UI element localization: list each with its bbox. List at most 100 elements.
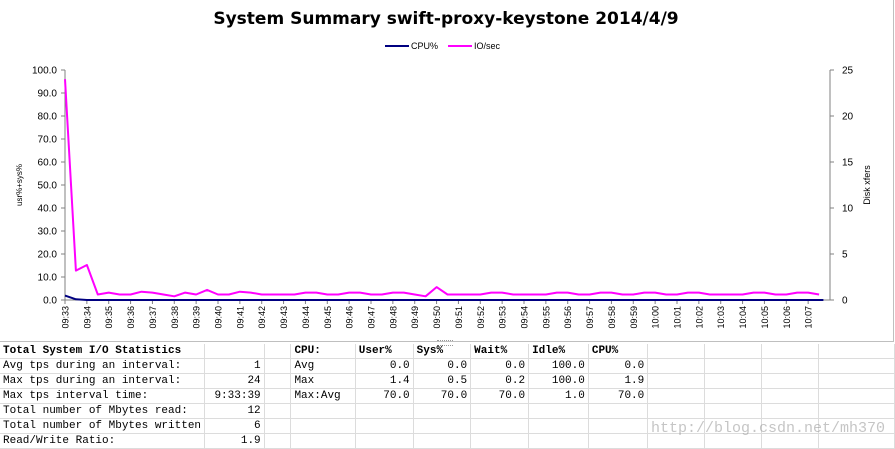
y-tick-label-left: 60.0 <box>38 158 58 169</box>
x-tick-label: 09:42 <box>257 306 267 329</box>
cpu-cell: 0.0 <box>355 358 414 374</box>
stat-label: Avg tps during an interval: <box>0 358 206 374</box>
x-tick-label: 09:48 <box>388 306 398 329</box>
x-tick-label: 09:35 <box>104 306 114 329</box>
x-tick-label: 09:39 <box>192 306 202 329</box>
cpu-cell: 70.0 <box>470 388 530 404</box>
x-tick-label: 09:58 <box>607 306 617 329</box>
stats-row: Read/Write Ratio: 1.9 <box>0 433 895 449</box>
x-tick-label: 09:49 <box>410 306 420 329</box>
y-tick-label-left: 20.0 <box>38 250 58 261</box>
x-tick-label: 09:46 <box>345 306 355 329</box>
cpu-header-sys: Sys% <box>413 344 472 359</box>
cpu-header-cpu: CPU% <box>588 344 649 359</box>
x-tick-label: 09:45 <box>323 306 333 329</box>
y-tick-label-right: 5 <box>842 250 848 261</box>
x-tick-label: 10:03 <box>716 306 726 329</box>
stats-row: Total number of Mbytes read: 12 <box>0 403 895 419</box>
y-tick-label-left: 40.0 <box>38 204 58 215</box>
cpu-cell: 0.5 <box>413 373 472 389</box>
cpu-row-label: Max <box>290 373 356 389</box>
x-tick-label: 09:33 <box>61 306 71 329</box>
cpu-header-user: User% <box>355 344 414 359</box>
x-tick-label: 09:52 <box>476 306 486 329</box>
chart-area: System Summary swift-proxy-keystone 2014… <box>0 0 894 342</box>
y-tick-label-left: 0.0 <box>43 296 57 307</box>
y-tick-label-left: 10.0 <box>38 273 58 284</box>
y-axis-title-right: Disk xfers <box>862 165 872 205</box>
x-tick-label: 09:55 <box>541 306 551 329</box>
x-tick-label: 09:40 <box>214 306 224 329</box>
cpu-cell: 0.0 <box>470 358 530 374</box>
x-tick-label: 09:51 <box>454 306 464 329</box>
cpu-cell: 70.0 <box>413 388 472 404</box>
x-tick-label: 10:00 <box>651 306 661 329</box>
y-tick-label-left: 100.0 <box>32 66 57 77</box>
legend-label-0: CPU% <box>411 41 438 51</box>
stat-label: Total number of Mbytes read: <box>0 403 206 419</box>
stat-label: Max tps during an interval: <box>0 373 206 389</box>
stat-value: 12 <box>204 403 265 419</box>
cpu-row-label: Avg <box>290 358 356 374</box>
y-tick-label-left: 70.0 <box>38 135 58 146</box>
x-tick-label: 10:04 <box>738 306 748 329</box>
stats-row: Max tps interval time: 9:33:39 Max:Avg 7… <box>0 388 895 404</box>
cpu-row-label: Max:Avg <box>290 388 356 404</box>
y-tick-label-right: 10 <box>842 204 854 215</box>
y-tick-label-left: 80.0 <box>38 112 58 123</box>
stat-value: 24 <box>204 373 265 389</box>
x-tick-label: 09:34 <box>82 306 92 329</box>
chart-title: System Summary swift-proxy-keystone 2014… <box>213 9 678 29</box>
watermark: http://blog.csdn.net/mh370 <box>650 420 885 437</box>
stats-row: Total number of Mbytes written 6 <box>0 418 895 434</box>
x-tick-label: 09:57 <box>585 306 595 329</box>
cpu-cell: 0.0 <box>413 358 472 374</box>
stats-row: Max tps during an interval: 24 Max 1.4 0… <box>0 373 895 389</box>
x-tick-label: 09:56 <box>563 306 573 329</box>
cpu-cell: 1.0 <box>528 388 589 404</box>
x-tick-label: 10:06 <box>782 306 792 329</box>
x-tick-label: 09:47 <box>367 306 377 329</box>
y-tick-label-right: 20 <box>842 112 854 123</box>
cpu-header-wait: Wait% <box>470 344 530 359</box>
y-tick-label-right: 15 <box>842 158 854 169</box>
x-tick-label: 10:01 <box>673 306 683 329</box>
x-tick-label: 09:38 <box>170 306 180 329</box>
stat-label: Total number of Mbytes written <box>0 418 206 434</box>
cpu-header-idle: Idle% <box>528 344 589 359</box>
x-tick-label: 09:43 <box>279 306 289 329</box>
x-tick-label: 10:07 <box>804 306 814 329</box>
x-tick-label: 09:59 <box>629 306 639 329</box>
stat-value: 6 <box>204 418 265 434</box>
x-tick-label: 09:37 <box>148 306 158 329</box>
stats-row-title: Total System I/O Statistics CPU: User% S… <box>0 344 895 359</box>
cpu-cell: 0.0 <box>588 358 649 374</box>
cpu-cell: 100.0 <box>528 358 589 374</box>
io-stats-title: Total System I/O Statistics <box>0 344 206 359</box>
y-tick-label-right: 0 <box>842 296 848 307</box>
stat-value: 9:33:39 <box>204 388 265 404</box>
x-tick-label: 09:44 <box>301 306 311 329</box>
y-tick-label-left: 90.0 <box>38 89 58 100</box>
x-tick-label: 09:54 <box>520 306 530 329</box>
x-tick-label: 09:41 <box>235 306 245 329</box>
stat-value: 1.9 <box>204 433 265 449</box>
cpu-cell: 70.0 <box>355 388 414 404</box>
x-tick-label: 10:05 <box>760 306 770 329</box>
y-tick-label-left: 30.0 <box>38 227 58 238</box>
stat-value: 1 <box>204 358 265 374</box>
stats-row: Avg tps during an interval: 1 Avg 0.0 0.… <box>0 358 895 374</box>
cpu-cell: 0.2 <box>470 373 530 389</box>
x-tick-label: 09:53 <box>498 306 508 329</box>
cpu-cell: 70.0 <box>588 388 649 404</box>
stat-label: Read/Write Ratio: <box>0 433 206 449</box>
cpu-cell: 100.0 <box>528 373 589 389</box>
series-line-cpu <box>64 294 824 301</box>
series-line-io <box>64 79 820 298</box>
stats-spreadsheet: Total System I/O Statistics CPU: User% S… <box>0 344 895 449</box>
x-tick-label: 09:36 <box>126 306 136 329</box>
stat-label: Max tps interval time: <box>0 388 206 404</box>
system-summary-chart: System Summary swift-proxy-keystone 2014… <box>15 9 872 329</box>
cpu-cell: 1.9 <box>588 373 649 389</box>
y-tick-label-left: 50.0 <box>38 181 58 192</box>
